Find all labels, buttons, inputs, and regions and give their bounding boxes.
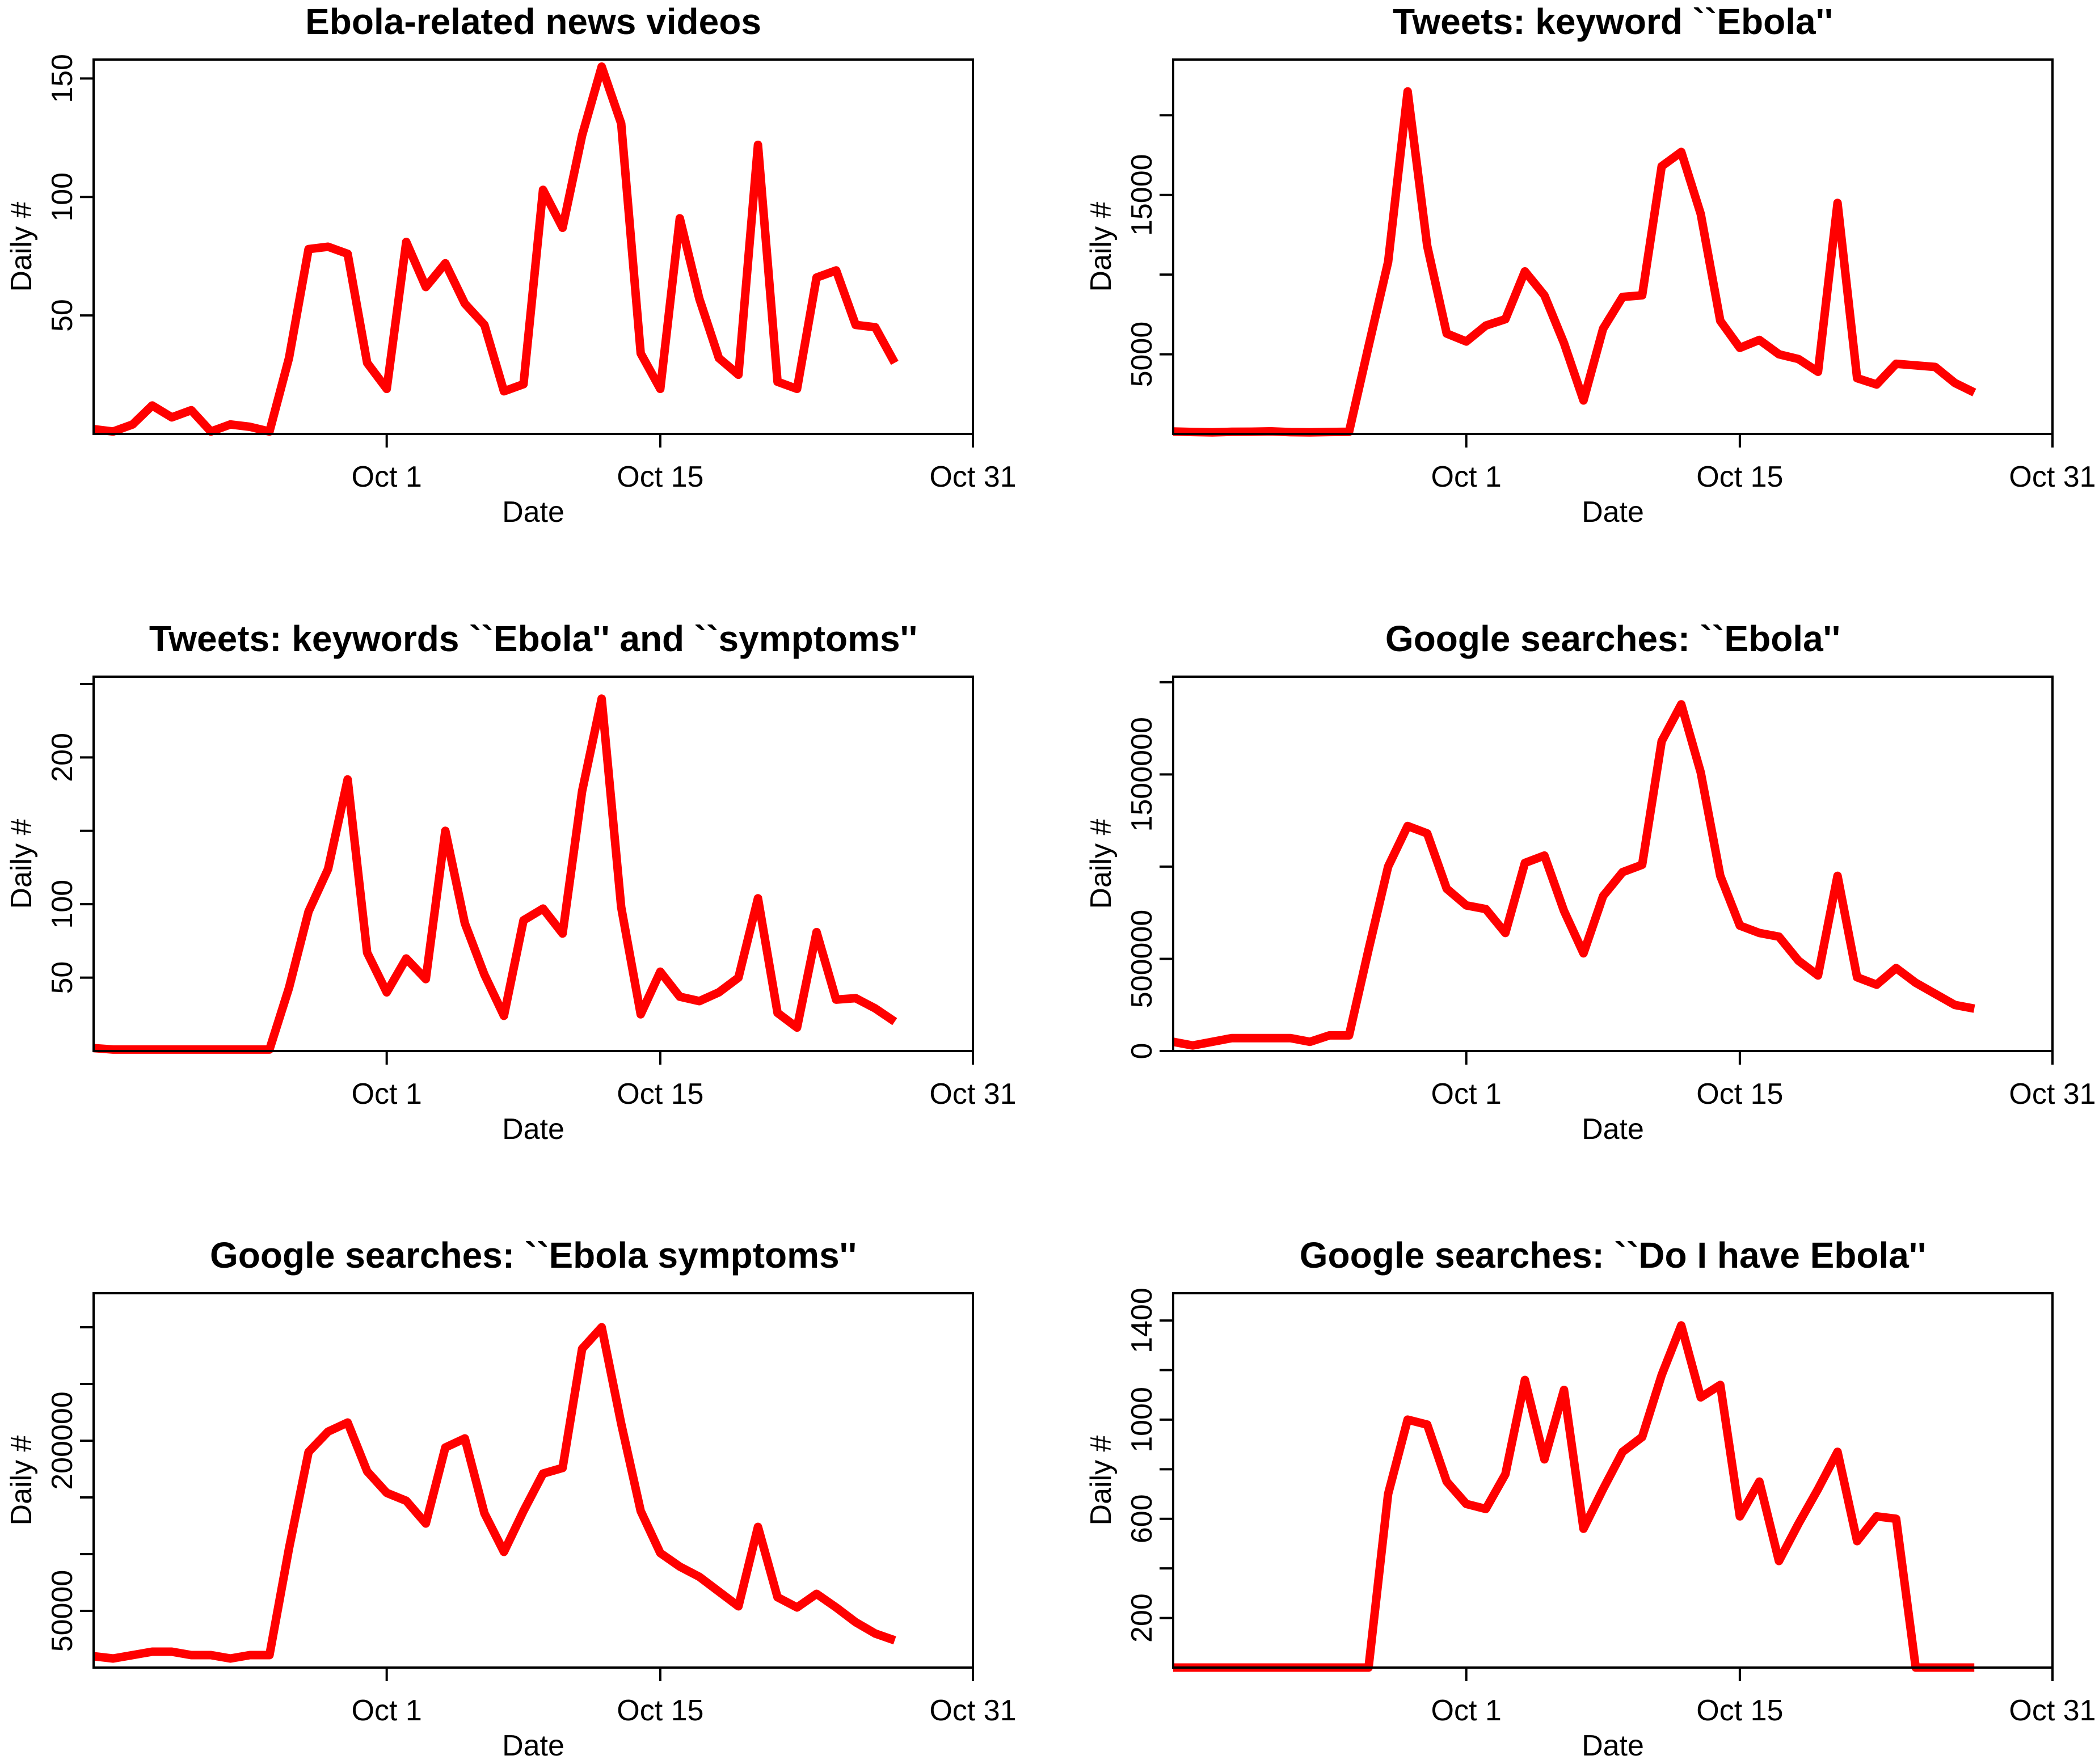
x-tick-label: Oct 15 (617, 461, 703, 493)
chart-title: Google searches: ``Ebola'' (1385, 618, 1840, 659)
y-tick-label: 500000 (1126, 910, 1158, 1008)
plot-frame (92, 1292, 974, 1669)
x-tick-label: Oct 31 (929, 1694, 1016, 1727)
y-tick-label: 50 (46, 961, 79, 994)
chart-panel-4: Oct 1 Oct 15 Oct 31 0 500000 1500000 Google se… (1085, 618, 2096, 1146)
x-tick-label: Oct 1 (352, 1078, 422, 1111)
x-axis-title: Date (502, 1113, 564, 1146)
x-tick-label: Oct 1 (352, 1694, 422, 1727)
chart-title: Google searches: ``Do I have Ebola'' (1300, 1235, 1927, 1276)
plot-frame (1172, 1292, 2054, 1669)
series-line (93, 694, 897, 1054)
y-tick-label: 50 (46, 299, 79, 332)
chart-title: Google searches: ``Ebola symptoms'' (210, 1235, 857, 1276)
y-tick-label: 0 (1126, 1043, 1158, 1060)
x-tick-label: Oct 31 (929, 1078, 1016, 1111)
y-tick-label: 5000 (1126, 322, 1158, 387)
y-axis-title: Daily # (1085, 201, 1118, 292)
y-tick-label: 100 (46, 172, 79, 222)
y-tick-label: 150 (46, 54, 79, 103)
x-axis-title: Date (1582, 1729, 1644, 1762)
y-axis-title: Daily # (5, 1435, 38, 1525)
x-axis-title: Date (502, 1729, 564, 1762)
y-tick-label: 15000 (1126, 154, 1158, 236)
y-axis-title: Daily # (5, 201, 38, 292)
series-line (93, 1323, 896, 1663)
x-tick-label: Oct 1 (1431, 1694, 1502, 1727)
y-tick-label: 200000 (46, 1391, 79, 1490)
y-tick-label: 100 (46, 880, 79, 929)
x-tick-label: Oct 1 (1431, 461, 1502, 493)
x-tick-label: Oct 15 (1696, 1078, 1783, 1111)
plot-frame (1172, 58, 2054, 435)
chart-title: Tweets: keyword ``Ebola'' (1393, 1, 1833, 42)
chart-title: Tweets: keywords ``Ebola'' and ``symptom… (149, 618, 917, 659)
x-tick-label: Oct 15 (617, 1694, 703, 1727)
x-tick-label: Oct 1 (352, 461, 422, 493)
y-tick-label: 1000 (1126, 1387, 1158, 1453)
series-line (1172, 700, 1975, 1050)
y-tick-label: 200 (46, 733, 79, 782)
x-tick-label: Oct 31 (929, 461, 1016, 493)
x-axis-title: Date (1582, 496, 1644, 529)
y-tick-label: 600 (1126, 1494, 1158, 1543)
y-tick-label: 1500000 (1126, 717, 1158, 832)
chart-panel-1: Oct 1 Oct 15 Oct 31 50 100 150 Ebola-related n… (5, 1, 1017, 529)
y-axis-title: Daily # (1085, 1435, 1118, 1525)
y-axis-title: Daily # (1085, 818, 1118, 909)
chart-title: Ebola-related news videos (305, 1, 761, 42)
x-tick-label: Oct 15 (1696, 461, 1783, 493)
y-axis-title: Daily # (5, 818, 38, 909)
x-tick-label: Oct 31 (2009, 1694, 2096, 1727)
x-tick-label: Oct 31 (2009, 461, 2096, 493)
plot-frame (92, 58, 974, 435)
chart-panel-3: Oct 1 Oct 15 Oct 31 50 100 200 Tweets: keyword… (5, 618, 1017, 1146)
series-line (1173, 87, 1976, 437)
plot-frame (1172, 676, 2054, 1052)
x-axis-title: Date (1582, 1113, 1644, 1146)
x-tick-label: Oct 1 (1431, 1078, 1502, 1111)
chart-panel-2: Oct 1 Oct 15 Oct 31 5000 15000 Tweets: keywor… (1085, 1, 2096, 529)
series-line (1173, 1321, 1975, 1672)
x-axis-title: Date (502, 496, 564, 529)
y-tick-label: 1400 (1126, 1288, 1158, 1353)
x-tick-label: Oct 31 (2009, 1078, 2096, 1111)
y-tick-label: 50000 (46, 1570, 79, 1652)
plot-frame (92, 676, 974, 1052)
y-tick-label: 200 (1126, 1593, 1158, 1643)
chart-panel-5: Oct 1 Oct 15 Oct 31 50000 200000 Google searc… (5, 1235, 1017, 1762)
x-tick-label: Oct 15 (1696, 1694, 1783, 1727)
series-line (93, 62, 899, 436)
chart-panel-6: Oct 1 Oct 15 Oct 31 200 600 1000 1400 Google se… (1085, 1235, 2096, 1762)
x-tick-label: Oct 15 (617, 1078, 703, 1111)
